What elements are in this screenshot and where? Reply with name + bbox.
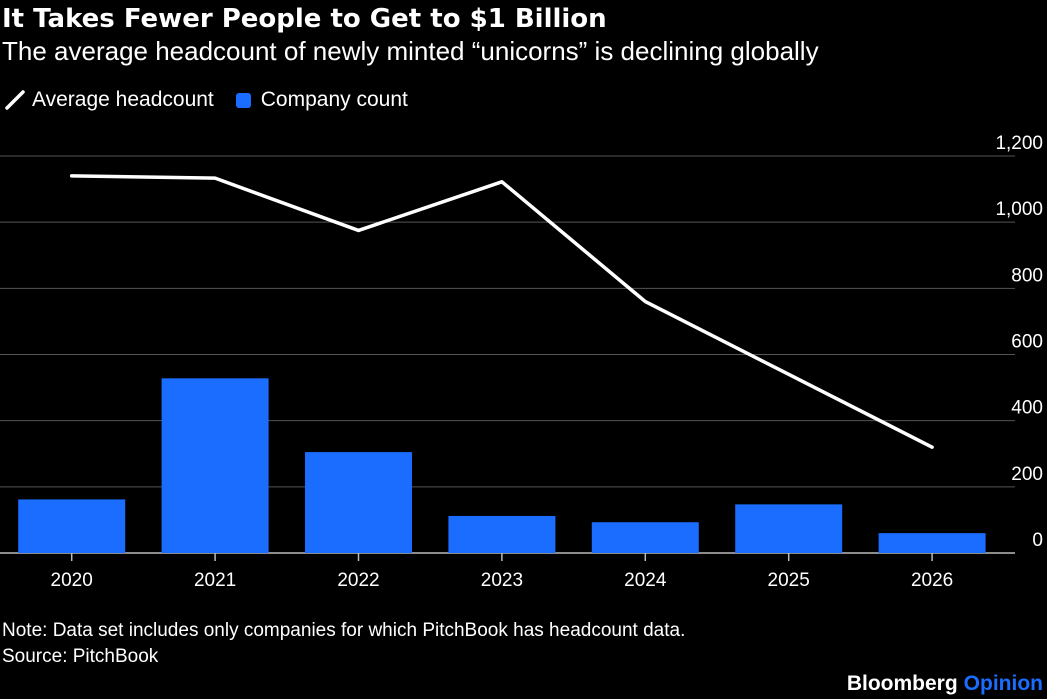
chart-title: It Takes Fewer People to Get to $1 Billi…: [2, 4, 607, 34]
bar-company-count-2021: [161, 378, 269, 553]
bar-company-count-2022: [305, 452, 412, 553]
chart-note: Note: Data set includes only companies f…: [2, 620, 686, 641]
gridlines: [0, 155, 1015, 554]
y-tick-label: 600: [1011, 332, 1043, 353]
bar-company-count-2025: [735, 504, 843, 553]
legend-label-company-count: Company count: [260, 88, 408, 111]
bar-company-count-2023: [448, 515, 556, 553]
headcount-line: [69, 174, 934, 449]
chart-subtitle: The average headcount of newly minted “u…: [2, 36, 819, 66]
legend-line-swatch: [5, 90, 25, 110]
x-tick-label-2020: 2020: [51, 570, 93, 591]
bar-company-count-2026: [878, 533, 986, 553]
x-tick-label-2021: 2021: [194, 570, 236, 591]
x-axis-labels: 2020 2021 2022 2023 2024 2025 2026: [51, 553, 953, 591]
y-axis-labels: 0 200 400 600 800 1,000 1,200: [995, 133, 1043, 551]
x-tick-label-2023: 2023: [481, 570, 523, 591]
legend-item-company-count: Company count: [235, 88, 408, 112]
legend-item-average-headcount: Average headcount: [4, 88, 214, 112]
brand-accent: Opinion: [963, 672, 1043, 695]
y-tick-label: 0: [1032, 530, 1043, 551]
legend: Average headcount Company count: [4, 87, 430, 113]
brand-logo: Bloomberg Opinion: [847, 672, 1043, 696]
y-tick-label: 1,000: [995, 199, 1043, 220]
bar-company-count-2024: [591, 522, 699, 553]
legend-label-average-headcount: Average headcount: [32, 88, 214, 111]
bar-company-count-2020: [18, 499, 126, 553]
x-tick-label-2024: 2024: [624, 570, 667, 591]
x-tick-label-2026: 2026: [911, 570, 953, 591]
x-tick-label-2022: 2022: [337, 570, 379, 591]
bars: [18, 378, 986, 553]
y-tick-label: 400: [1011, 398, 1043, 419]
chart-area: 0 200 400 600 800 1,000 1,200 2020 2021 2022 2023…: [0, 133, 1043, 591]
brand-primary: Bloomberg: [846, 672, 958, 695]
y-tick-label: 200: [1011, 464, 1043, 485]
legend-box-swatch: [235, 92, 251, 108]
y-tick-label: 800: [1011, 265, 1043, 286]
chart-source: Source: PitchBook: [2, 646, 159, 667]
y-tick-label: 1,200: [995, 133, 1043, 154]
x-tick-label-2025: 2025: [768, 570, 810, 591]
